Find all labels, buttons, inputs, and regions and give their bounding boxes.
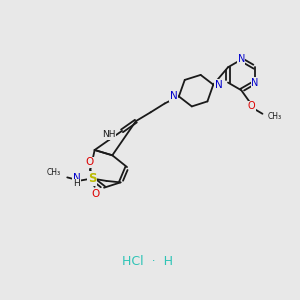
- Text: NH: NH: [102, 130, 116, 139]
- Text: CH₃: CH₃: [47, 168, 61, 177]
- Text: O: O: [248, 101, 255, 111]
- Text: N: N: [238, 54, 245, 64]
- Text: HCl  ·  H: HCl · H: [122, 255, 172, 268]
- Text: O: O: [85, 158, 94, 167]
- Text: S: S: [88, 172, 97, 185]
- Text: N: N: [170, 92, 177, 101]
- Text: N: N: [251, 78, 259, 88]
- Text: O: O: [92, 189, 100, 199]
- Text: H: H: [73, 179, 80, 188]
- Text: N: N: [215, 80, 223, 90]
- Text: CH₃: CH₃: [267, 112, 281, 121]
- Text: N: N: [73, 173, 81, 183]
